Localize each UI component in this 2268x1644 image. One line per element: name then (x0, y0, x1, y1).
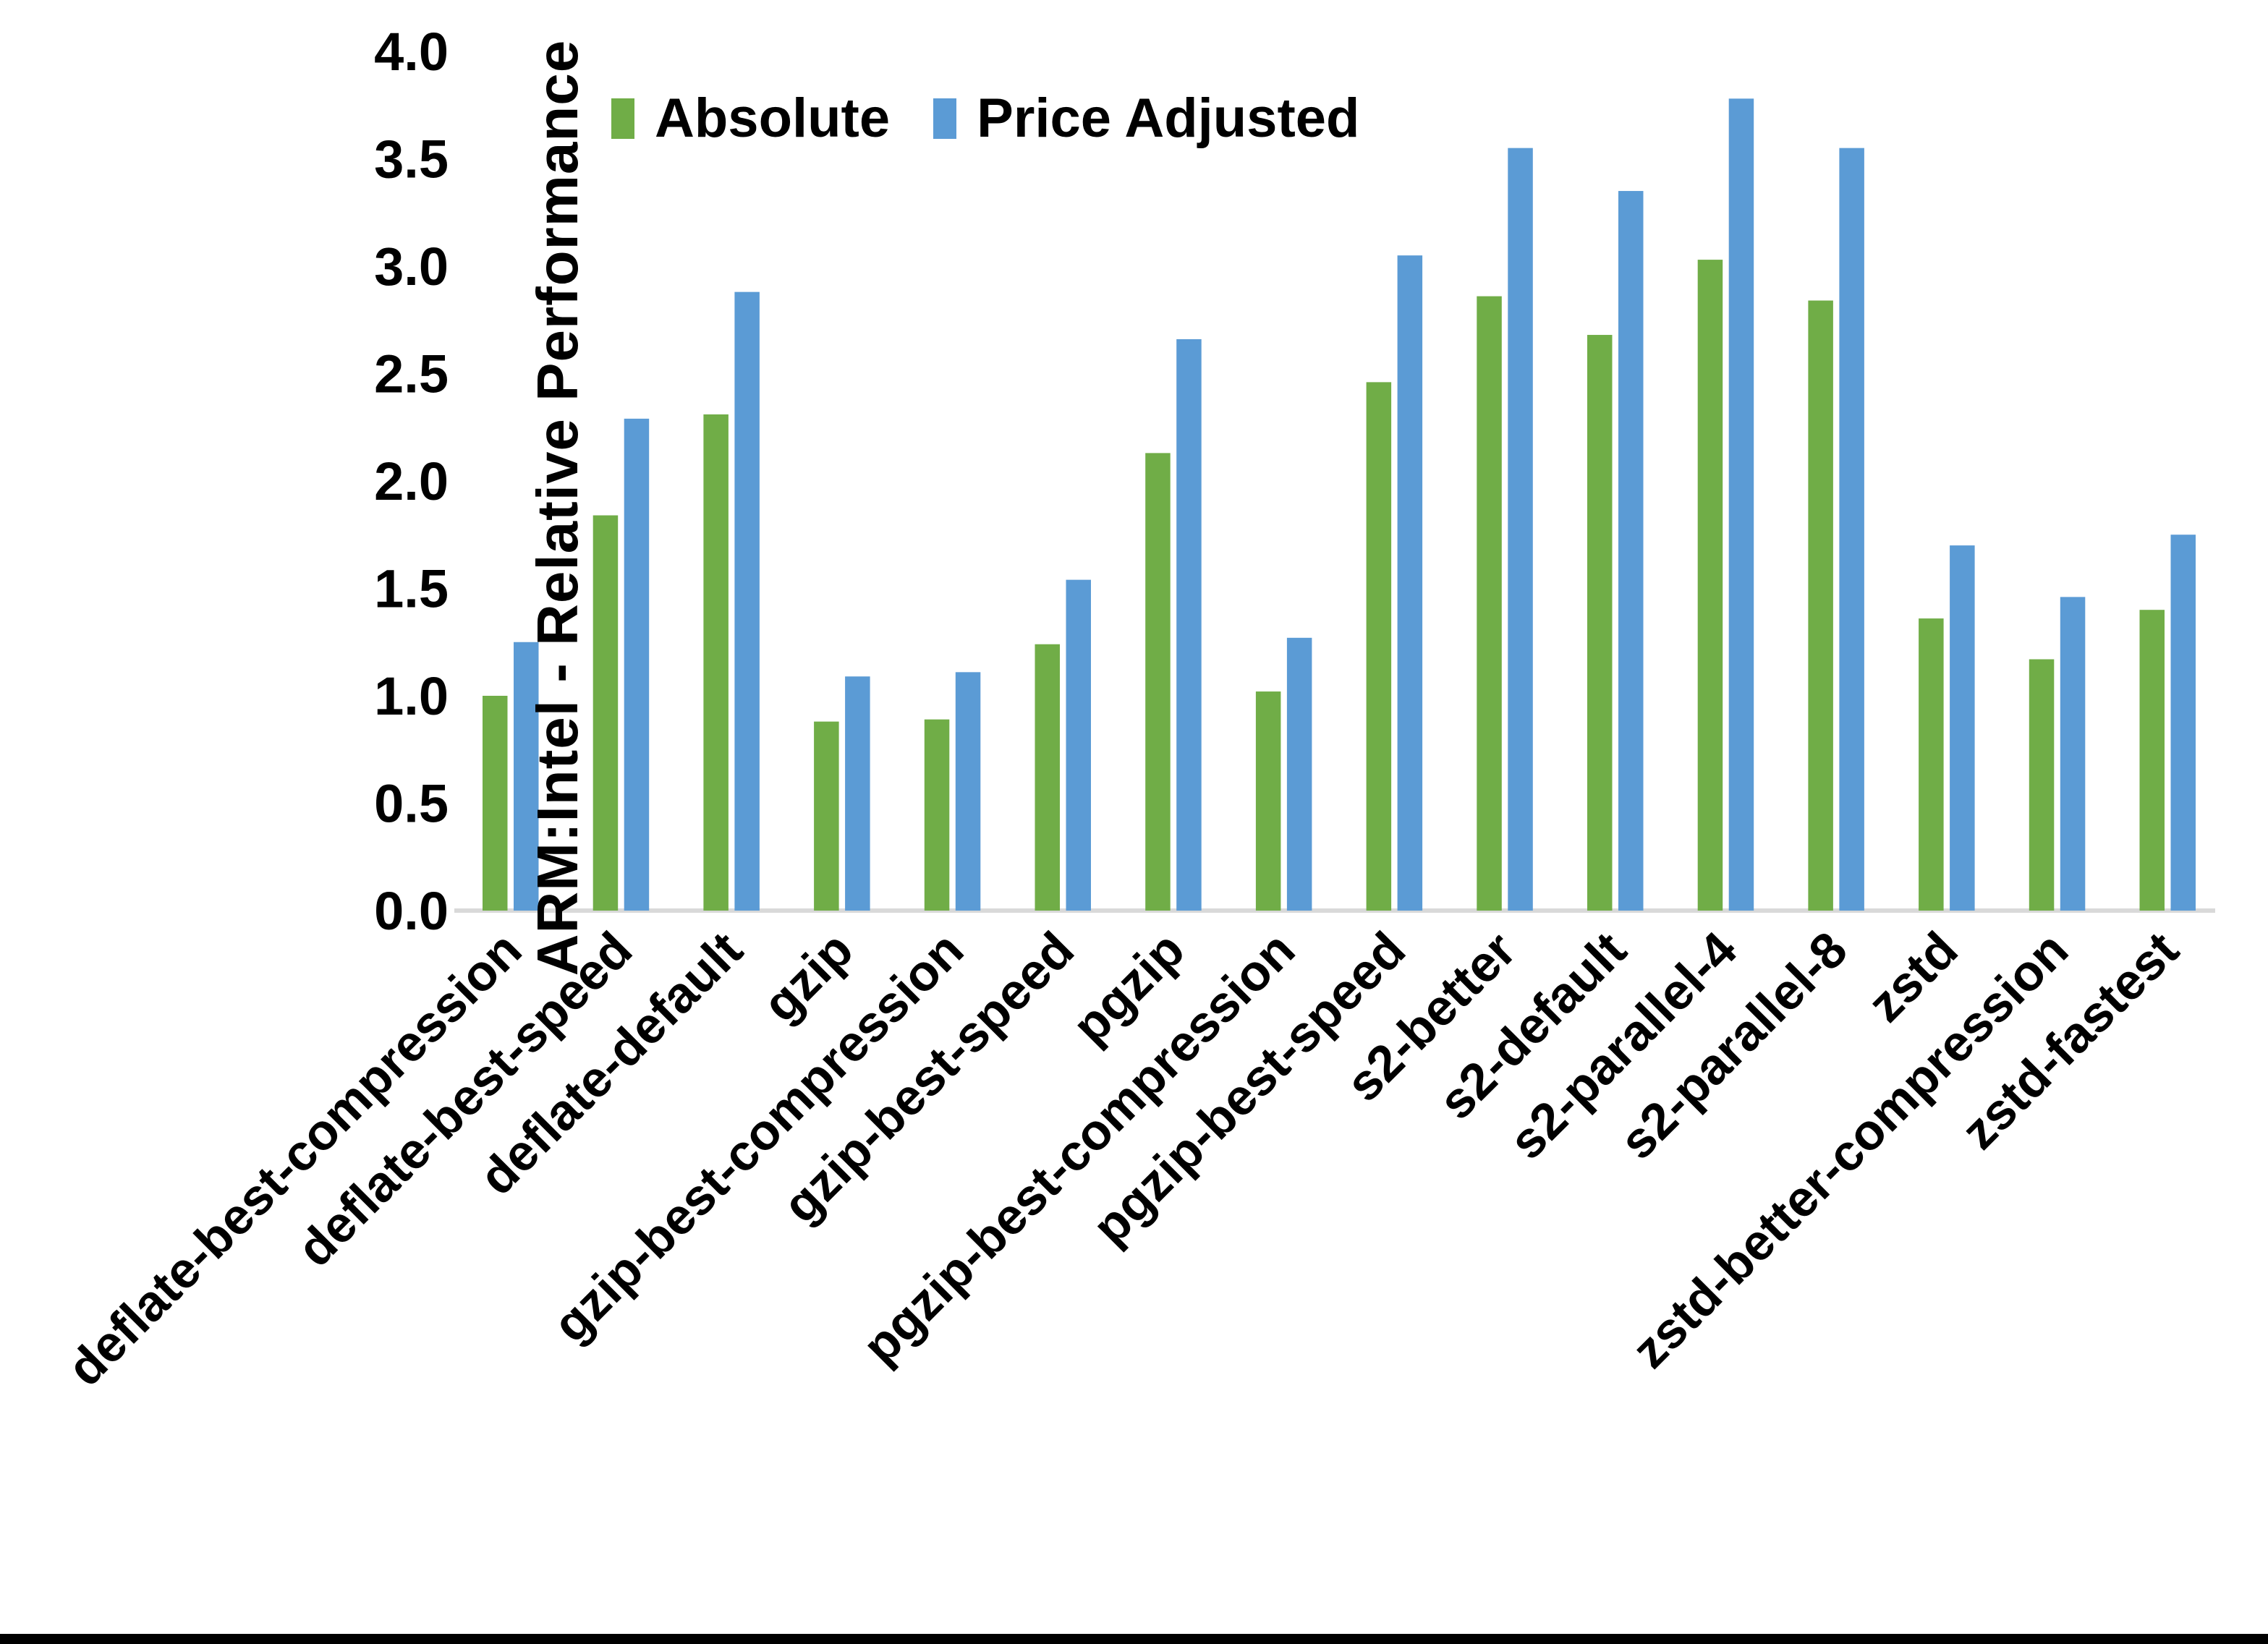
bar-absolute-gzip-best-speed (1035, 644, 1060, 911)
y-tick-label: 4.0 (374, 22, 449, 82)
y-tick-label: 0.5 (374, 773, 449, 833)
y-tick-label: 1.5 (374, 558, 449, 618)
bar-price-adjusted-s2-parallel-8 (1839, 148, 1864, 911)
y-tick-label: 3.5 (374, 129, 449, 189)
bar-price-adjusted-gzip (845, 676, 870, 911)
bar-absolute-deflate-best-compression (483, 696, 508, 911)
bar-price-adjusted-pgzip (1176, 338, 1202, 911)
bar-absolute-deflate-best-speed (593, 515, 619, 911)
x-category-label: deflate-best-compression (56, 921, 532, 1397)
bar-absolute-gzip (814, 721, 839, 911)
bar-price-adjusted-deflate-best-speed (624, 418, 650, 911)
bar-price-adjusted-deflate-default (734, 291, 760, 911)
bar-absolute-pgzip-best-compression (1255, 691, 1281, 911)
bar-price-adjusted-s2-better (1508, 148, 1533, 911)
bar-price-adjusted-pgzip-best-compression (1286, 637, 1312, 911)
legend-item-price-adjusted: Price Adjusted (933, 87, 1359, 150)
y-tick-label: 0.0 (374, 881, 449, 941)
bar-price-adjusted-zstd-fastest (2170, 534, 2196, 911)
bar-price-adjusted-s2-parallel-4 (1728, 98, 1754, 911)
legend-label-absolute: Absolute (655, 88, 891, 149)
bar-absolute-s2-parallel-4 (1697, 260, 1723, 911)
y-axis-title: ARM:Intel - Relative Performance (525, 39, 590, 976)
bar-absolute-pgzip (1145, 453, 1171, 911)
legend-swatch-price-adjusted-icon (933, 98, 957, 139)
bar-absolute-zstd-better-compression (2029, 659, 2055, 911)
y-tick-label: 1.0 (374, 666, 449, 726)
bar-absolute-s2-parallel-8 (1808, 300, 1833, 911)
bar-price-adjusted-gzip-best-compression (955, 672, 981, 911)
y-tick-label: 3.0 (374, 237, 449, 297)
slide-bottom-border (0, 1634, 2268, 1644)
y-tick-label: 2.5 (374, 344, 449, 404)
bar-price-adjusted-gzip-best-speed (1066, 579, 1091, 911)
y-tick-label: 2.0 (374, 451, 449, 511)
bar-price-adjusted-pgzip-best-speed (1397, 255, 1423, 911)
bar-absolute-gzip-best-compression (924, 719, 950, 911)
legend-item-absolute: Absolute (611, 87, 890, 150)
bar-absolute-zstd-fastest (2139, 610, 2165, 911)
bar-absolute-s2-better (1477, 296, 1502, 911)
bar-absolute-s2-default (1587, 335, 1613, 911)
legend-label-price-adjusted: Price Adjusted (977, 88, 1360, 149)
bar-price-adjusted-zstd-better-compression (2060, 597, 2086, 911)
bar-absolute-zstd (1919, 618, 1944, 911)
legend: Absolute Price Adjusted (611, 87, 1359, 150)
bar-price-adjusted-zstd (1950, 545, 1975, 911)
bar-absolute-deflate-default (703, 414, 729, 911)
bar-absolute-pgzip-best-speed (1366, 382, 1392, 911)
legend-swatch-absolute-icon (611, 98, 634, 139)
bar-price-adjusted-deflate-best-compression (514, 642, 539, 911)
bar-price-adjusted-s2-default (1618, 191, 1644, 911)
